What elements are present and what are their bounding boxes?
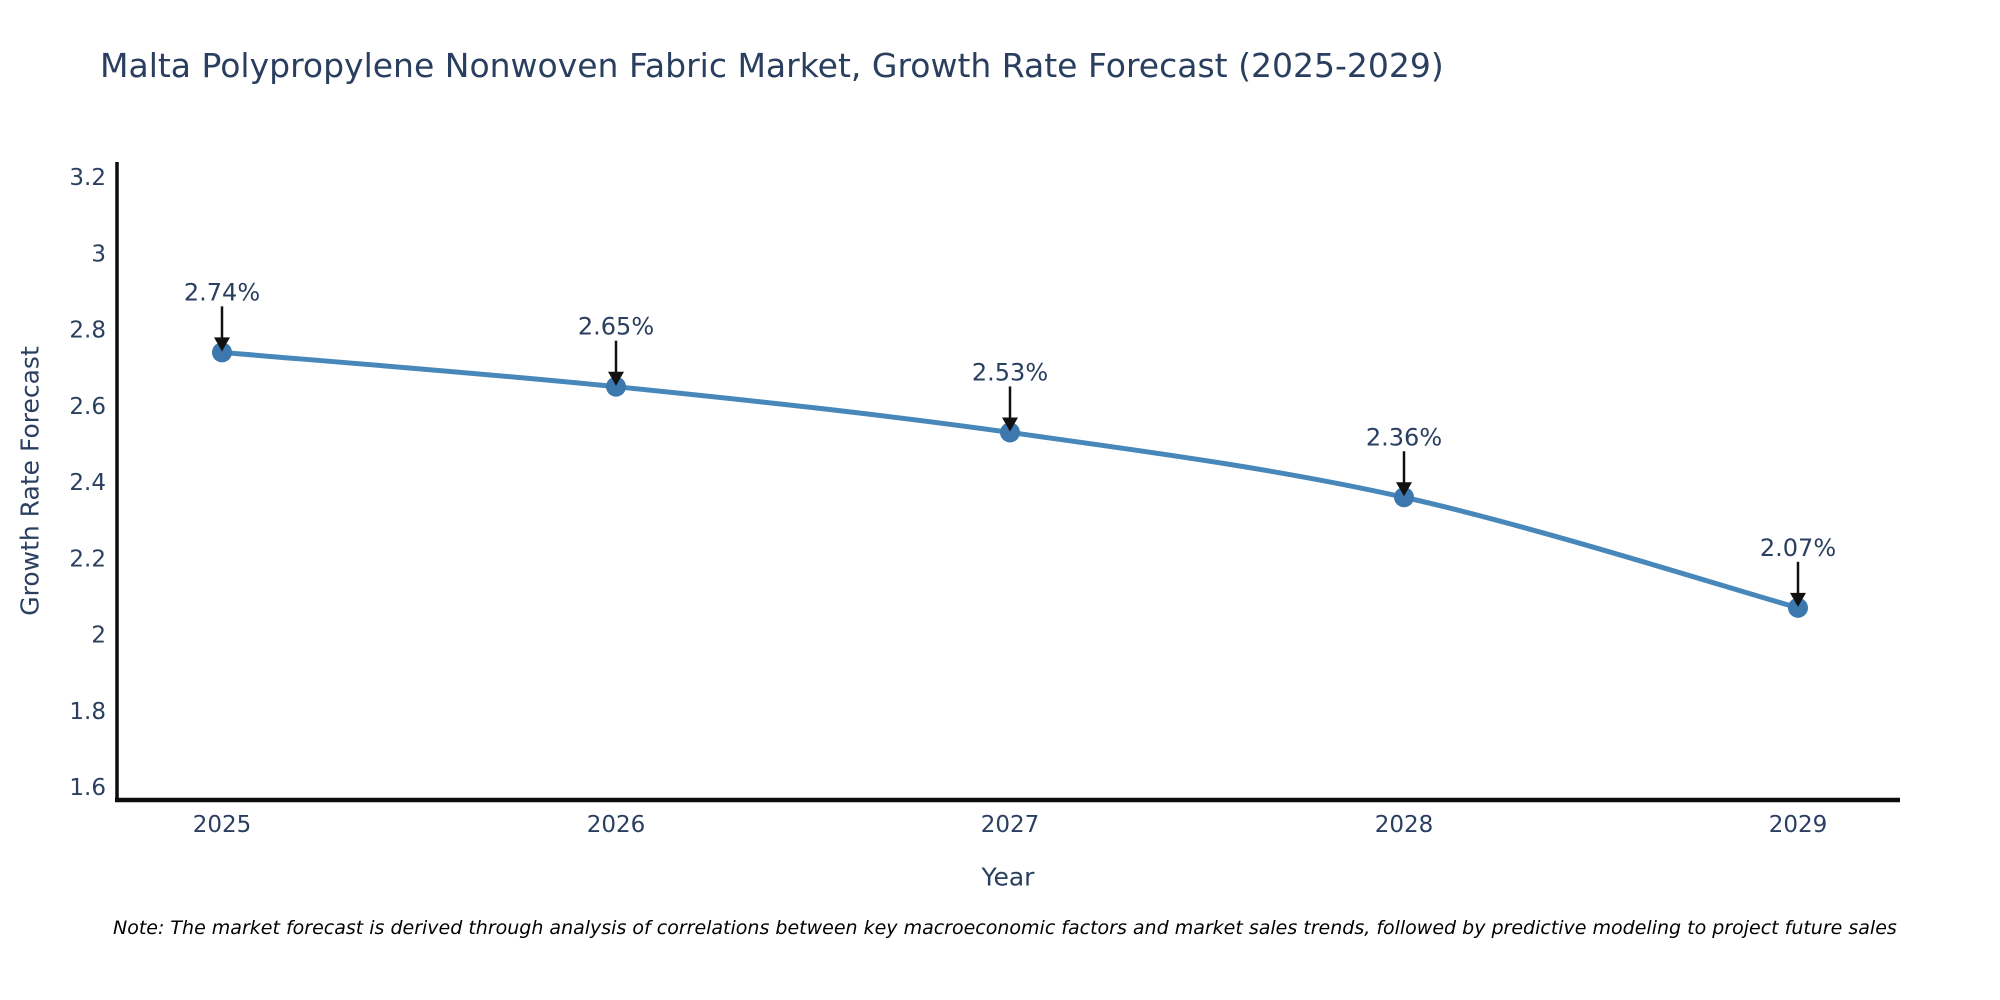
annotation-arrow-head <box>214 337 230 352</box>
x-tick-label: 2029 <box>1769 812 1828 838</box>
y-tick-label: 2.2 <box>69 546 106 572</box>
data-point-marker[interactable] <box>212 342 232 363</box>
annotation-arrow-head <box>1396 482 1412 497</box>
annotation-arrow-head <box>608 371 624 386</box>
annotation-arrow-head <box>1002 417 1018 432</box>
data-point-marker[interactable] <box>1788 597 1808 618</box>
point-annotation-label: 2.74% <box>184 278 260 306</box>
y-tick-label: 2.6 <box>69 394 106 420</box>
point-annotation-label: 2.53% <box>972 358 1048 386</box>
data-point-marker[interactable] <box>1000 422 1020 443</box>
y-tick-label: 3 <box>91 241 106 267</box>
annotation-arrow-head <box>1790 592 1806 607</box>
data-point-marker[interactable] <box>1394 487 1414 508</box>
point-annotation-label: 2.36% <box>1366 423 1442 451</box>
y-tick-label: 3.2 <box>69 165 106 191</box>
x-tick-label: 2028 <box>1375 812 1434 838</box>
x-axis-title: Year <box>981 862 1035 892</box>
y-tick-label: 2.4 <box>69 470 106 496</box>
y-tick-label: 1.6 <box>69 775 106 801</box>
x-tick-label: 2025 <box>193 812 252 838</box>
data-point-marker[interactable] <box>606 376 626 397</box>
x-tick-label: 2027 <box>981 812 1040 838</box>
footnote: Note: The market forecast is derived thr… <box>113 917 1897 939</box>
x-tick-label: 2026 <box>587 812 646 838</box>
y-tick-label: 2 <box>91 623 106 649</box>
point-annotation-label: 2.65% <box>578 313 654 341</box>
y-tick-label: 1.8 <box>69 699 106 725</box>
point-annotation-label: 2.07% <box>1760 534 1836 562</box>
chart-title: Malta Polypropylene Nonwoven Fabric Mark… <box>100 46 1444 85</box>
y-tick-label: 2.8 <box>69 318 106 344</box>
